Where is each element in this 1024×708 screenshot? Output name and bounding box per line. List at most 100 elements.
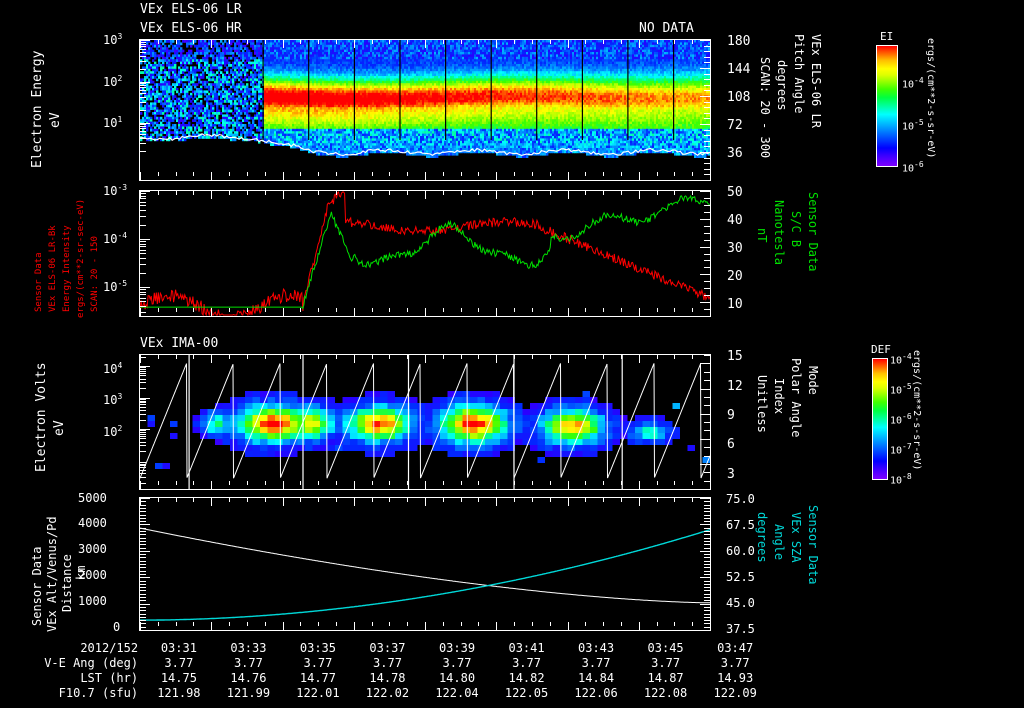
footer-cell: 14.78 [369,671,406,685]
panel1-ytick-1000: 103 [103,32,123,47]
panel-altitude-sza [139,497,711,631]
panel4-right-tick-525: 52.5 [726,570,755,584]
colorbar-def-tick-8: 10-8 [890,472,912,487]
panel2-right-label-sc-b: S/C B [789,211,803,248]
colorbar-ei-tick-4: 10-4 [902,76,924,91]
colorbar-def-tick-7: 10-7 [890,442,912,457]
panel-els-spectrogram [139,39,711,181]
spectrogram-canvas [140,40,710,180]
panel4-right-tick-375: 37.5 [726,622,755,636]
footer-row-label: LST (hr) [80,671,139,685]
panel1-ytick-10: 101 [103,115,123,130]
panel3-ytick-1e3: 103 [103,392,123,407]
footer-cell: 122.09 [713,686,757,700]
panel2-ytick-1e-4: 10-4 [103,231,128,246]
colorbar-def-tick-6: 10-6 [890,412,912,427]
panel4-right-tick-45: 45.0 [726,596,755,610]
panel1-title-hr: VEx ELS-06 HR [140,21,242,36]
panel2-left-label-sensor-data: Sensor Data [34,252,44,312]
panel2-left-label-units: ergs/(cm**2-sr-sec-eV) [76,198,86,318]
panel4-ytick-3000: 3000 [78,542,107,556]
footer-cell: 3.77 [233,656,263,670]
colorbar-def-tick-5: 10-5 [890,382,912,397]
panel4-left-label-km: km [74,565,88,580]
footer-cell: 122.06 [574,686,618,700]
panel-intensity-magfield [139,190,711,317]
footer-cell: 14.93 [717,671,754,685]
footer-cell: 122.08 [643,686,688,700]
panel2-right-label-nt: nT [755,228,769,243]
footer-cell: 03:37 [369,641,406,655]
footer-cell: 3.77 [720,656,750,670]
footer-cell: 14.82 [508,671,545,685]
panel4-right-label-vex-sza: VEx SZA [789,512,803,563]
colorbar-ei [876,45,898,167]
panel1-right-label-instrument: VEx ELS-06 LR [809,34,823,128]
footer-cell: 03:43 [578,641,615,655]
panel3-title: VEx IMA-00 [140,336,219,351]
footer-cell: 03:45 [647,641,684,655]
panel4-ytick-4000: 4000 [78,516,107,530]
panel1-right-tick-108: 108 [727,90,751,105]
panel4-left-label-sensor-data: Sensor Data [30,546,44,626]
panel2-right-label-sensor-data: Sensor Data [806,192,820,272]
panel3-right-label-mode: Mode [806,366,820,395]
footer-row: F10.7 (sfu) 121.98 121.99 122.01 122.02 122.0… [0,686,770,701]
panel2-right-tick-40: 40 [727,213,743,228]
panel4-left-label-distance: Distance [60,554,74,612]
panel3-ytick-1e4: 104 [103,361,123,376]
panel2-right-tick-50: 50 [727,185,743,200]
ima-spectrogram-canvas [140,355,710,489]
panel3-left-axis-units: eV [52,420,67,436]
panel1-title-lr: VEx ELS-06 LR [140,2,242,17]
panel4-ytick-2000: 2000 [78,568,107,582]
footer-row-label: 2012/152 [80,641,139,655]
panel1-right-tick-72: 72 [727,118,743,133]
colorbar-def-tick-4: 10-4 [890,352,912,367]
footer-cell: 122.02 [365,686,410,700]
footer-cell: 03:39 [438,641,476,655]
footer-cell: 122.05 [504,686,549,700]
panel2-ytick-1e-5: 10-5 [103,279,128,294]
panel4-left-label-source: VEx Alt/Venus/Pd [45,516,59,632]
panel-ima-spectrogram [139,354,711,490]
panel2-ytick-1e-3: 10-3 [103,183,128,198]
panel1-right-label-degrees: degrees [775,60,789,111]
panel4-right-tick-675: 67.5 [726,518,755,532]
footer-cell: 3.77 [581,656,611,670]
panel2-left-label-scan: SCAN: 20 - 150 [90,236,100,312]
panel3-right-tick-9: 9 [727,408,735,423]
panel4-right-tick-60: 60.0 [726,544,755,558]
footer-cell: 3.77 [512,656,541,670]
panel3-right-label-index: Index [772,378,786,415]
footer-cell: 121.99 [226,686,271,700]
panel2-left-label-quantity: Energy Intensity [62,225,72,312]
colorbar-ei-tick-5: 10-5 [902,118,924,133]
footer-cell: 14.84 [578,671,615,685]
footer-cell: 03:31 [160,641,197,655]
panel1-right-label-pitch-angle: Pitch Angle [792,34,806,114]
colorbar-ei-title: EI [880,30,894,43]
footer-row-label: F10.7 (sfu) [58,686,139,700]
colorbar-def [872,358,888,480]
panel1-right-tick-144: 144 [727,62,751,77]
footer-cell: 3.77 [442,656,472,670]
footer-cell: 14.75 [160,671,197,685]
footer-cell: 122.04 [435,686,479,700]
panel3-right-tick-12: 12 [727,379,743,394]
colorbar-ei-tick-6: 10-6 [902,160,924,175]
panel4-ytick-1000: 1000 [78,594,107,608]
footer-cell: 03:47 [717,641,754,655]
panel2-right-label-nanotesla: Nanotesla [772,200,786,266]
panel4-right-label-sensor-data: Sensor Data [806,505,820,585]
footer-cell: 122.01 [296,686,340,700]
panel4-ytick-5000: 5000 [78,491,107,505]
footer-row-label: V-E Ang (deg) [44,656,139,670]
footer-cell: 3.77 [164,656,194,670]
footer-cell: 14.76 [230,671,267,685]
panel4-right-tick-75: 75.0 [726,492,755,506]
panel2-right-tick-30: 30 [727,241,743,256]
footer-data-table: 2012/152 03:31 03:33 03:35 03:37 03:39 03:41 03… [0,641,770,701]
footer-row: LST (hr) 14.75 14.76 14.77 14.78 14.80 14.82 14… [0,671,770,686]
colorbar-def-title: DEF [871,343,891,356]
